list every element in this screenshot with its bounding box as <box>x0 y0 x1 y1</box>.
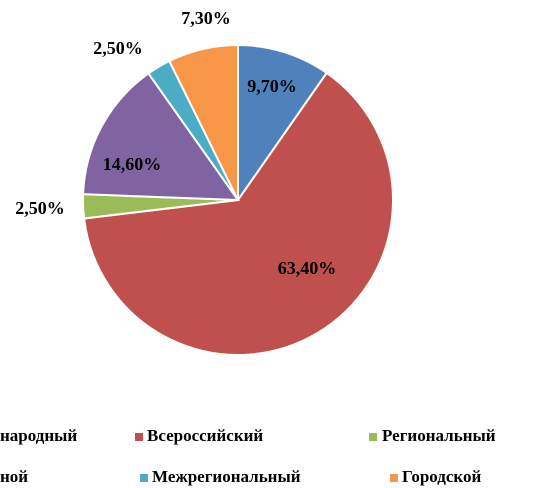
data-label: 63,40% <box>278 258 337 278</box>
data-label: 7,30% <box>181 8 231 28</box>
legend-marker <box>369 433 377 441</box>
legend-marker <box>135 433 143 441</box>
legend-label: Городской <box>402 467 482 486</box>
pie-slice <box>82 72 240 202</box>
data-label: 9,70% <box>247 76 297 96</box>
data-label: 2,50% <box>15 198 65 218</box>
pie-slice <box>168 43 239 201</box>
pie-slice <box>82 71 394 356</box>
legend-label: Региональный <box>382 426 496 445</box>
pie-slice <box>237 43 329 204</box>
legend-marker <box>140 474 148 482</box>
data-label: 14,60% <box>103 154 162 174</box>
legend-label: народный <box>0 426 77 445</box>
legend-label: Всероссийский <box>147 426 263 445</box>
legend-label: Межрегиональный <box>152 467 301 486</box>
legend-label: ной <box>0 467 28 486</box>
data-label: 2,50% <box>93 38 143 58</box>
legend-marker <box>390 474 398 482</box>
